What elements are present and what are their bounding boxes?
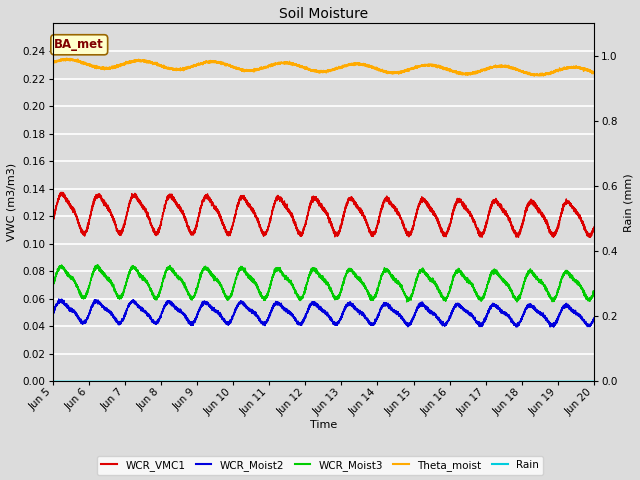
Y-axis label: Rain (mm): Rain (mm) [623,173,633,232]
Legend: WCR_VMC1, WCR_Moist2, WCR_Moist3, Theta_moist, Rain: WCR_VMC1, WCR_Moist2, WCR_Moist3, Theta_… [97,456,543,475]
Title: Soil Moisture: Soil Moisture [279,7,368,21]
X-axis label: Time: Time [310,420,337,430]
Text: BA_met: BA_met [54,38,104,51]
Y-axis label: VWC (m3/m3): VWC (m3/m3) [7,163,17,241]
